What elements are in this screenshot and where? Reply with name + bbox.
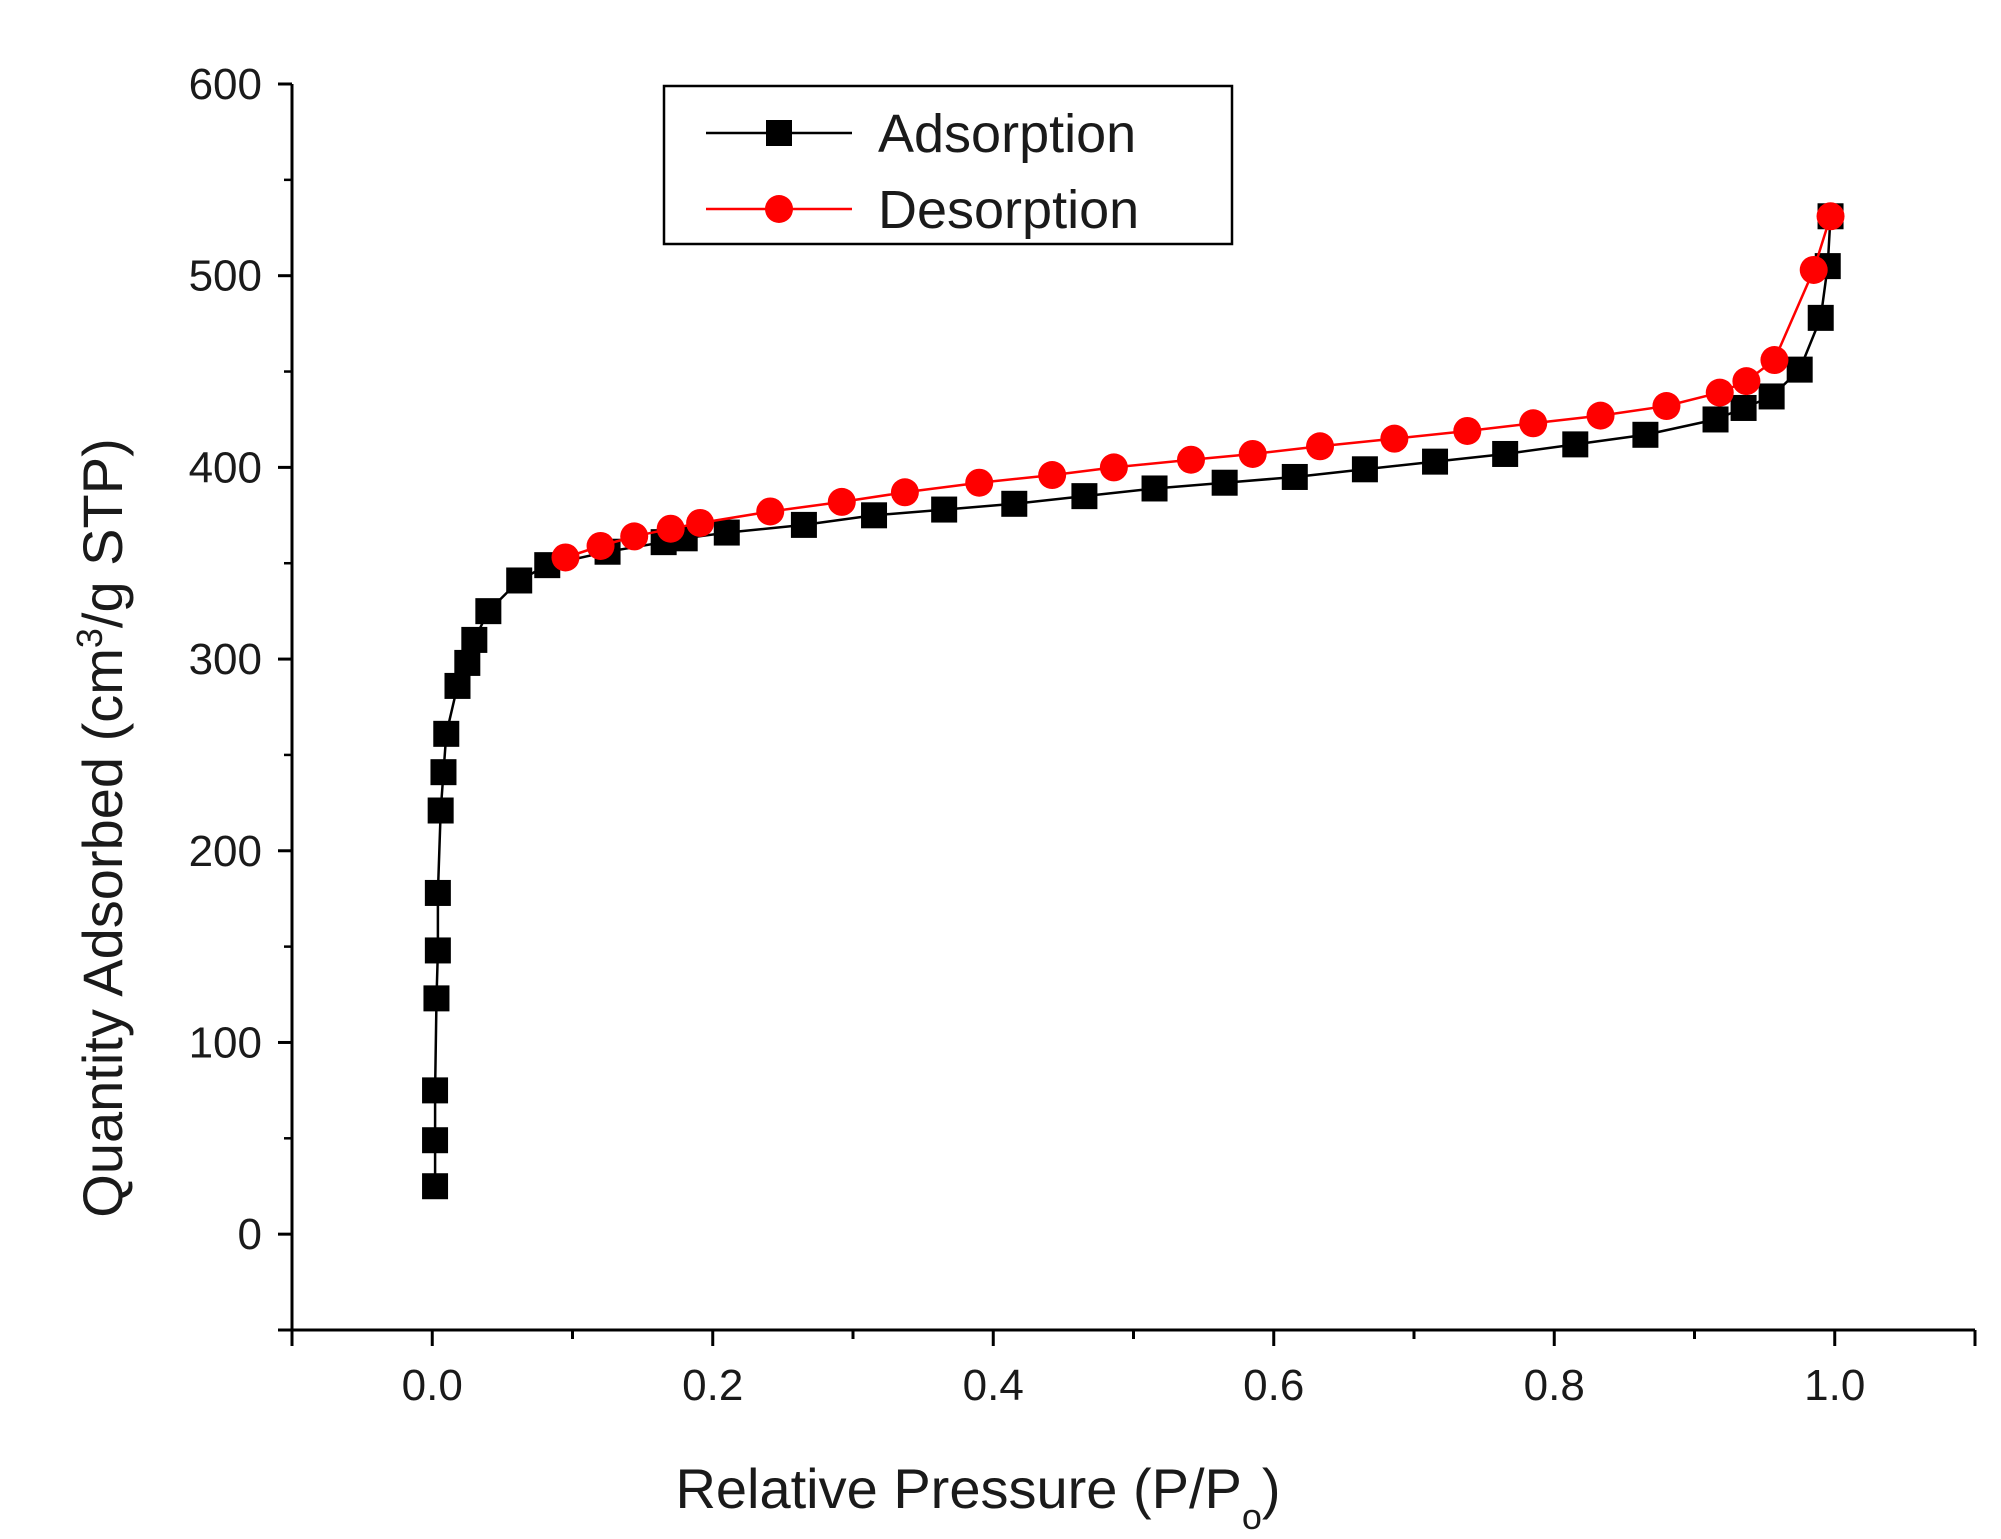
data-point-desorption <box>1177 445 1206 474</box>
data-point-adsorption <box>424 879 451 906</box>
data-point-adsorption <box>1786 356 1813 383</box>
data-point-adsorption <box>430 759 457 786</box>
data-point-adsorption <box>931 496 958 523</box>
legend-label-desorption: Desorption <box>878 180 1139 240</box>
y-axis-title-main: Quantity Adsorbed (cm <box>71 648 134 1218</box>
x-tick-label: 0.8 <box>1524 1361 1585 1410</box>
data-point-desorption <box>890 478 919 507</box>
legend-item-desorption: Desorption <box>706 180 1139 240</box>
x-tick-label: 0.6 <box>1243 1361 1304 1410</box>
data-point-adsorption <box>1211 469 1238 496</box>
legend-label-adsorption: Adsorption <box>878 104 1136 164</box>
data-point-adsorption <box>461 626 488 653</box>
data-point-desorption <box>965 468 994 497</box>
data-point-adsorption <box>1562 431 1589 458</box>
data-point-adsorption <box>1281 463 1308 490</box>
data-point-adsorption <box>424 937 451 964</box>
x-tick-label: 0.0 <box>402 1361 463 1410</box>
y-tick-label: 300 <box>189 635 262 684</box>
data-point-adsorption <box>1702 406 1729 433</box>
legend: Adsorption Desorption <box>662 84 1234 246</box>
data-point-adsorption <box>433 720 460 747</box>
legend-marker-adsorption <box>766 120 792 146</box>
data-point-desorption <box>1705 378 1734 407</box>
y-axis-title-rest: /g STP) <box>71 438 134 628</box>
data-point-desorption <box>1760 346 1789 375</box>
legend-marker-desorption <box>765 195 793 223</box>
data-point-adsorption <box>1001 490 1028 517</box>
series-line-adsorption <box>433 216 1832 1187</box>
data-point-adsorption <box>1632 421 1659 448</box>
x-axis-title-sub: o <box>1242 1496 1262 1537</box>
x-tick-label: 1.0 <box>1804 1361 1865 1410</box>
data-point-adsorption <box>713 519 740 546</box>
data-point-desorption <box>1453 416 1482 445</box>
data-point-adsorption <box>861 502 888 529</box>
y-tick-label: 500 <box>189 252 262 301</box>
data-point-desorption <box>1816 202 1845 231</box>
x-axis-title-main: Relative Pressure (P/P <box>675 1457 1241 1520</box>
data-point-desorption <box>1519 409 1548 438</box>
series-desorption <box>551 202 1845 572</box>
y-tick-label: 400 <box>189 443 262 492</box>
data-point-desorption <box>1799 255 1828 284</box>
series-layer <box>422 202 1845 1200</box>
data-point-desorption <box>756 497 785 526</box>
data-point-adsorption <box>506 567 533 594</box>
data-point-adsorption <box>1141 475 1168 502</box>
data-point-adsorption <box>427 797 454 824</box>
x-axis-title: Relative Pressure (P/Po) <box>675 1457 1280 1537</box>
data-point-adsorption <box>1422 448 1449 475</box>
data-point-adsorption <box>444 672 471 699</box>
data-point-desorption <box>1732 367 1761 396</box>
legend-box <box>662 84 1234 246</box>
x-axis-title-close: ) <box>1262 1457 1281 1520</box>
y-axis-title-sup: 3 <box>69 628 110 648</box>
series-adsorption <box>422 203 1844 1200</box>
y-axis-title: Quantity Adsorbed (cm3/g STP) <box>69 438 135 1217</box>
data-point-adsorption <box>423 985 450 1012</box>
y-tick-label: 0 <box>238 1210 262 1259</box>
y-tick-label: 100 <box>189 1018 262 1067</box>
axes: 0 100 200 300 400 500 600 0.0 0.2 0.4 0.6 0.8 1.0 <box>189 60 1977 1410</box>
data-point-desorption <box>620 522 649 551</box>
legend-item-adsorption: Adsorption <box>706 104 1136 164</box>
data-point-desorption <box>1380 424 1409 453</box>
data-point-desorption <box>1586 401 1615 430</box>
data-point-adsorption <box>1071 483 1098 510</box>
data-point-desorption <box>1238 439 1267 468</box>
data-point-adsorption <box>475 598 502 625</box>
data-point-desorption <box>1306 432 1335 461</box>
x-tick-label: 0.4 <box>963 1361 1024 1410</box>
data-point-adsorption <box>454 649 481 676</box>
data-point-desorption <box>1099 453 1128 482</box>
data-point-adsorption <box>1807 304 1834 331</box>
data-point-adsorption <box>422 1173 449 1200</box>
data-point-adsorption <box>1492 440 1519 467</box>
y-tick-label: 600 <box>189 60 262 109</box>
y-tick-label: 200 <box>189 827 262 876</box>
data-point-adsorption <box>1730 394 1757 421</box>
data-point-adsorption <box>422 1077 449 1104</box>
data-point-adsorption <box>790 511 817 538</box>
data-point-desorption <box>656 514 685 543</box>
data-point-desorption <box>827 487 856 516</box>
data-point-desorption <box>1652 392 1681 421</box>
data-point-adsorption <box>422 1127 449 1154</box>
data-point-desorption <box>686 508 715 537</box>
series-line-desorption <box>565 215 1832 559</box>
data-point-adsorption <box>1758 383 1785 410</box>
x-tick-label: 0.2 <box>682 1361 743 1410</box>
data-point-desorption <box>551 543 580 572</box>
data-point-adsorption <box>1351 456 1378 483</box>
data-point-desorption <box>586 531 615 560</box>
data-point-desorption <box>1038 461 1067 490</box>
